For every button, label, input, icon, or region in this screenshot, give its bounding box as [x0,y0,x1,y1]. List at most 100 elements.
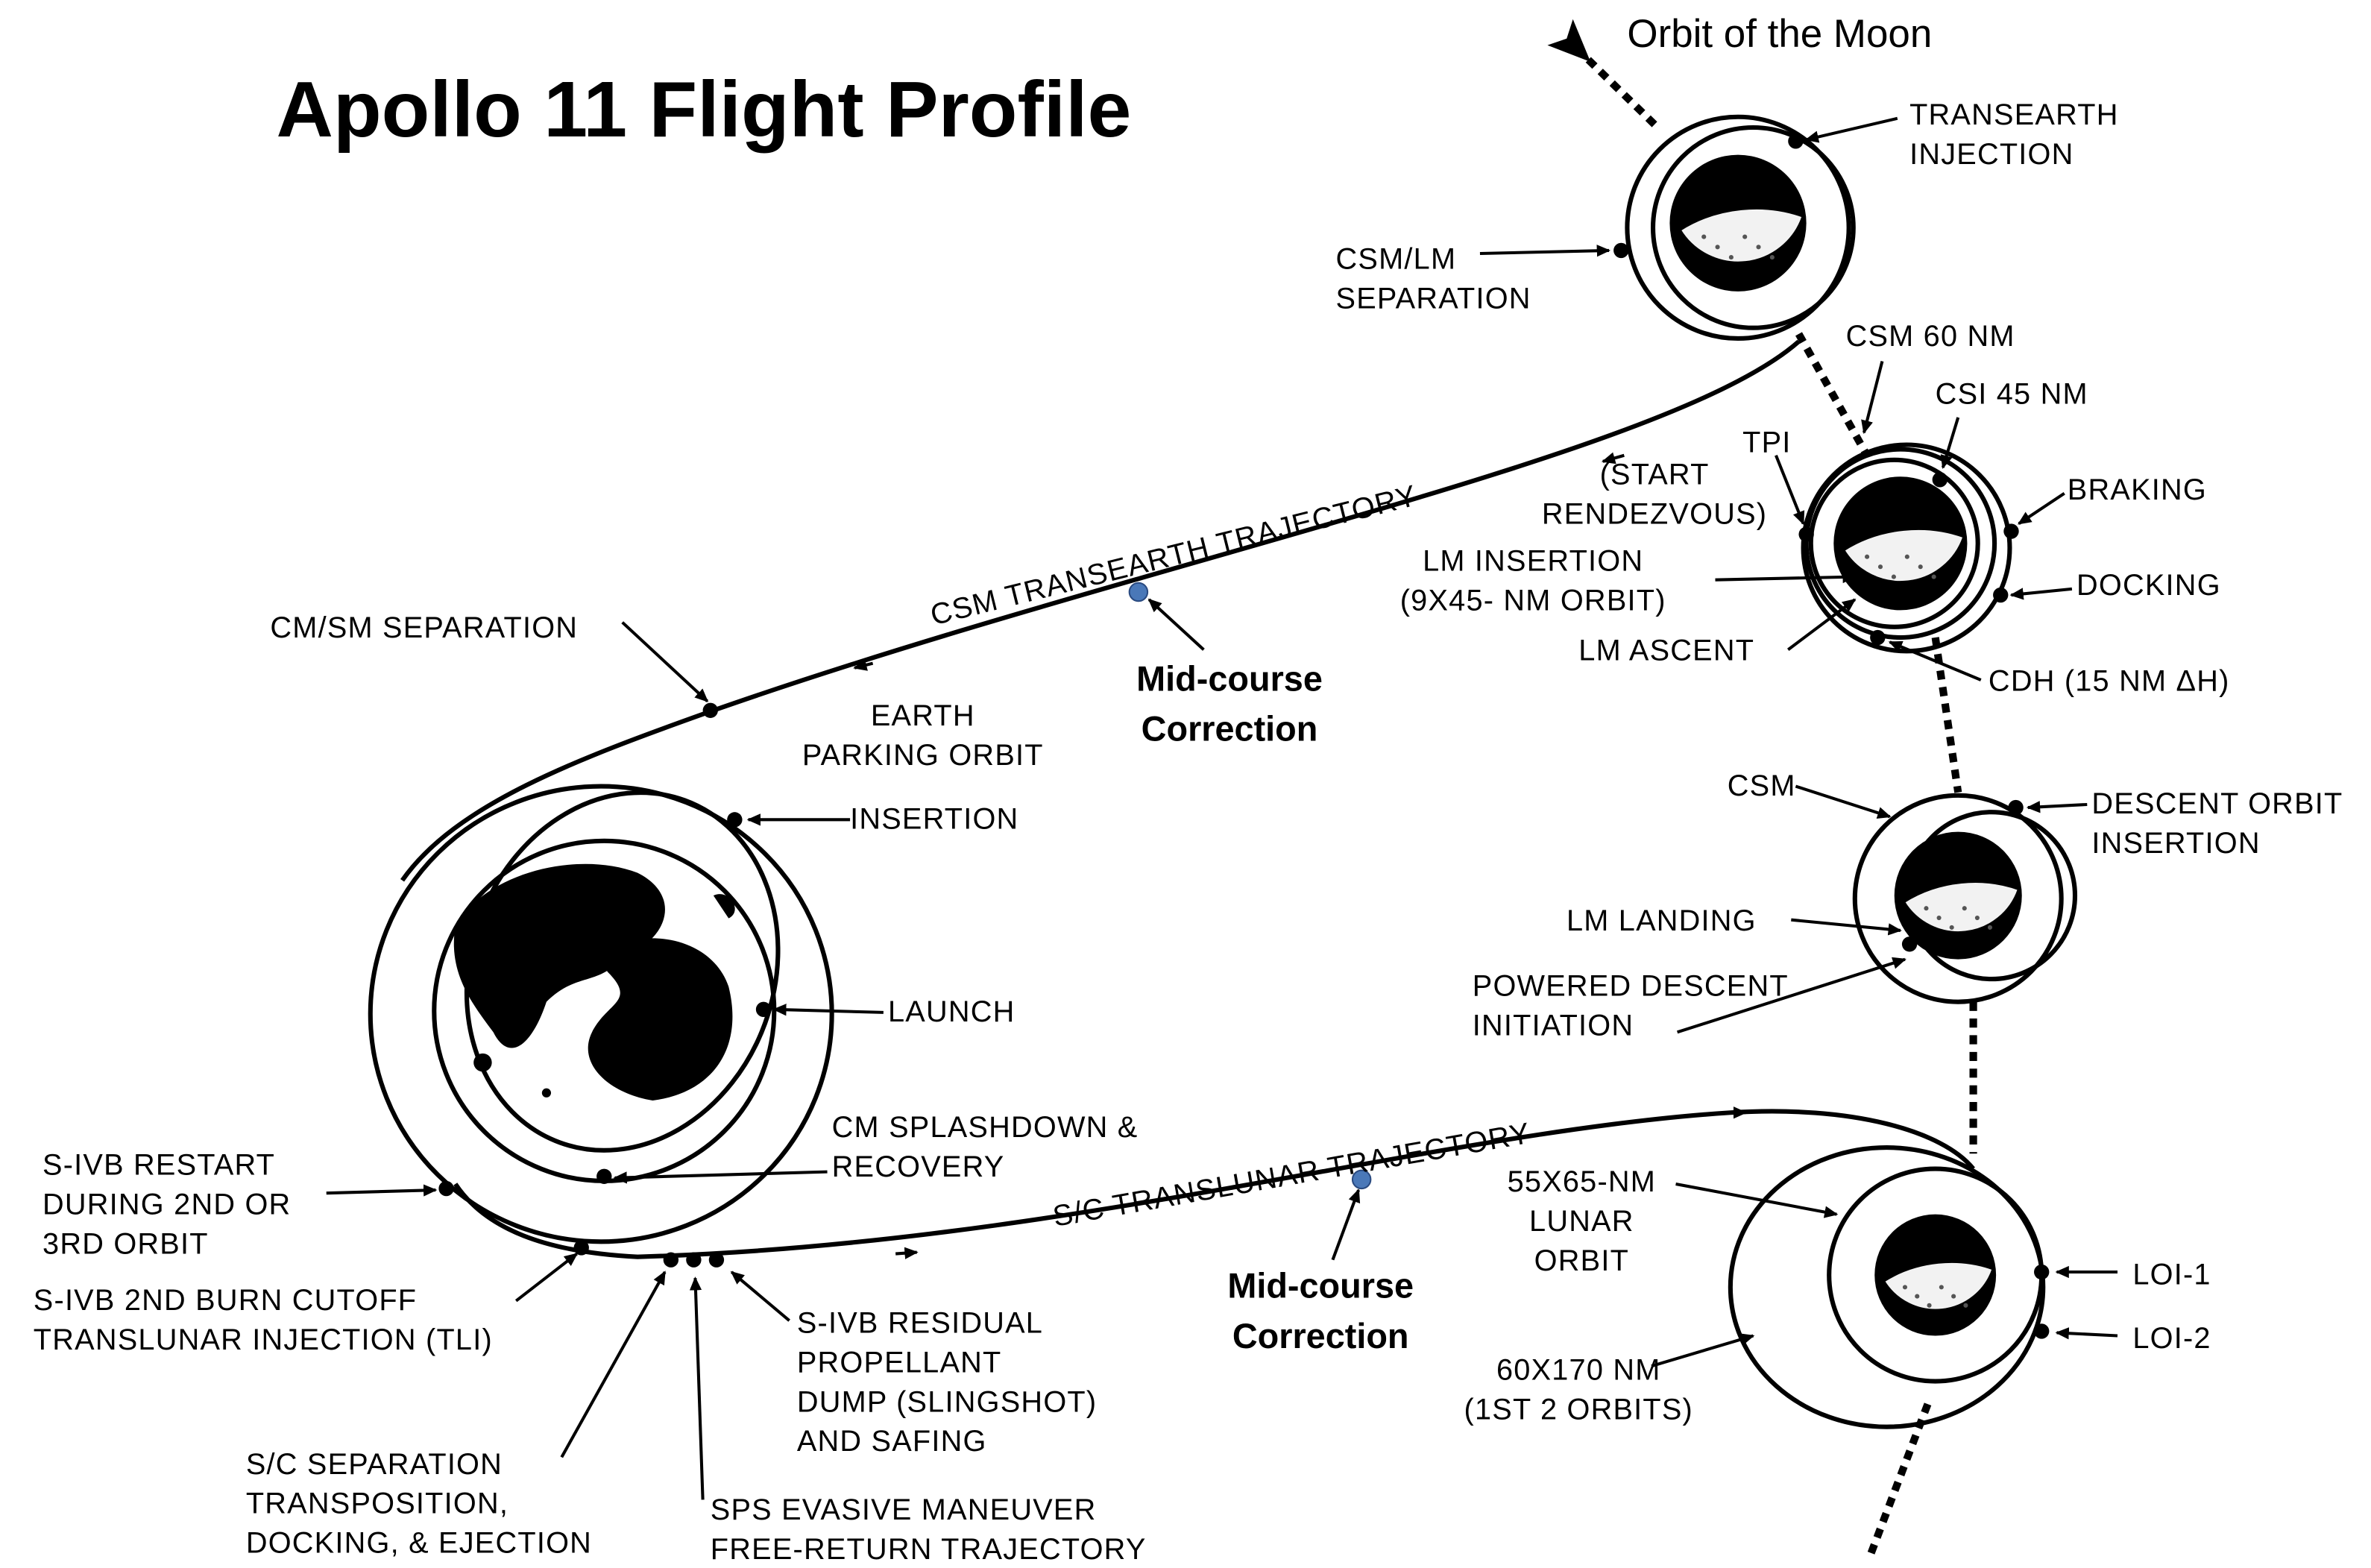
label: 3RD ORBIT [42,1228,209,1261]
leader-line [695,1278,702,1499]
event-dot [1613,243,1628,258]
label: INSERTION [850,803,1018,836]
leader-line [1864,362,1882,433]
crater [1915,1294,1919,1299]
label: S-IVB 2ND BURN CUTOFF [34,1284,417,1317]
labels: Orbit of the MoonTRANSEARTHINJECTIONCSM/… [34,12,2343,1566]
label: BRAKING [2068,473,2207,506]
label: EARTH [871,699,975,732]
label: PROPELLANT [797,1346,1002,1379]
crater [1903,1285,1907,1289]
leader-line [2028,805,2087,807]
label: S-IVB RESTART [42,1149,275,1182]
label: TPI [1742,426,1791,459]
crater [1701,235,1706,239]
event-dot [596,1169,611,1184]
label: FREE-RETURN TRAJECTORY [711,1533,1147,1566]
label: INITIATION [1473,1009,1634,1042]
midcourse-dot [1130,583,1147,601]
label: (9X45- NM ORBIT) [1400,584,1666,617]
label: DURING 2ND OR [42,1188,291,1221]
event-dot [1788,133,1803,148]
crater [1924,906,1928,910]
label: DOCKING, & EJECTION [246,1527,592,1560]
crater [1963,1303,1968,1308]
label: LAUNCH [888,995,1016,1028]
crater [1962,906,1967,910]
diagram-title: Apollo 11 Flight Profile [277,66,1132,154]
label: LM ASCENT [1578,635,1754,667]
label: S-IVB RESIDUAL [797,1306,1043,1339]
leader-line [1807,119,1898,140]
label: CSM [1728,769,1796,802]
label: LOI-1 [2132,1258,2211,1291]
flight-profile-diagram: Apollo 11 Flight Profile Orbit of the Mo… [0,0,2371,1568]
event-dot [2008,800,2023,815]
crater [1742,235,1747,239]
label: 60X170 NM [1496,1354,1661,1387]
label: ORBIT [1534,1244,1629,1277]
label: PARKING ORBIT [802,739,1044,772]
label: CDH (15 NM ΔH) [1989,664,2230,697]
crater [1865,555,1869,559]
event-dot [686,1253,701,1268]
label: (START [1600,458,1710,491]
label: RENDEZVOUS) [1542,497,1767,530]
crater [1892,575,1896,579]
event-dot [2003,523,2018,538]
label: AND SAFING [797,1425,987,1458]
leader-line [1791,920,1901,931]
crater [1932,575,1936,579]
label: CSM/LM [1336,242,1457,275]
label: Correction [1142,709,1318,748]
label: CSI 45 NM [1936,378,2088,411]
event-dot [1902,936,1917,951]
crater [1878,564,1883,569]
event-dot [664,1253,678,1268]
label: (1ST 2 ORBITS) [1464,1393,1693,1426]
leader-line [516,1254,576,1301]
event-dot [438,1181,453,1196]
label: Correction [1232,1317,1409,1356]
crater [1756,245,1760,249]
crater [1937,916,1942,920]
event-dot [1798,526,1813,541]
label: Mid-course [1227,1267,1414,1306]
leader-line [623,623,708,702]
crater [1950,925,1954,930]
crater [1951,1294,1956,1299]
label: CSM TRANSEARTH TRAJECTORY [928,479,1421,632]
crater [1770,255,1775,259]
label: DUMP (SLINGSHOT) [797,1385,1098,1418]
crater [1927,1303,1931,1308]
label: LM INSERTION [1423,544,1643,577]
crater [1975,916,1980,920]
leader-line [1776,456,1804,524]
leader-line [327,1190,436,1193]
label: TRANSPOSITION, [246,1487,508,1520]
crater [1729,255,1734,259]
label: INJECTION [1909,138,2074,171]
label: LUNAR [1529,1205,1634,1238]
event-dot [2034,1323,2049,1338]
crater [1988,925,1992,930]
event-dot [2034,1265,2049,1279]
event-dot [756,1002,771,1017]
label: LM LANDING [1567,904,1757,937]
leader-line [774,1010,884,1013]
leader-line [1480,251,1609,254]
leader-line [2019,494,2065,524]
label: CM SPLASHDOWN & [832,1111,1139,1144]
label: CM/SM SEPARATION [270,611,578,644]
label: TRANSEARTH [1909,98,2119,131]
label: DESCENT ORBIT [2091,787,2343,820]
crater [1918,564,1923,569]
label: INSERTION [2091,827,2260,860]
label: 55X65-NM [1508,1165,1656,1198]
event-dot [727,812,742,827]
label: CSM 60 NM [1846,320,2015,353]
label: DOCKING [2076,569,2221,602]
label: SPS EVASIVE MANEUVER [711,1493,1097,1526]
crater [1905,555,1909,559]
leader-line [2057,1332,2117,1335]
